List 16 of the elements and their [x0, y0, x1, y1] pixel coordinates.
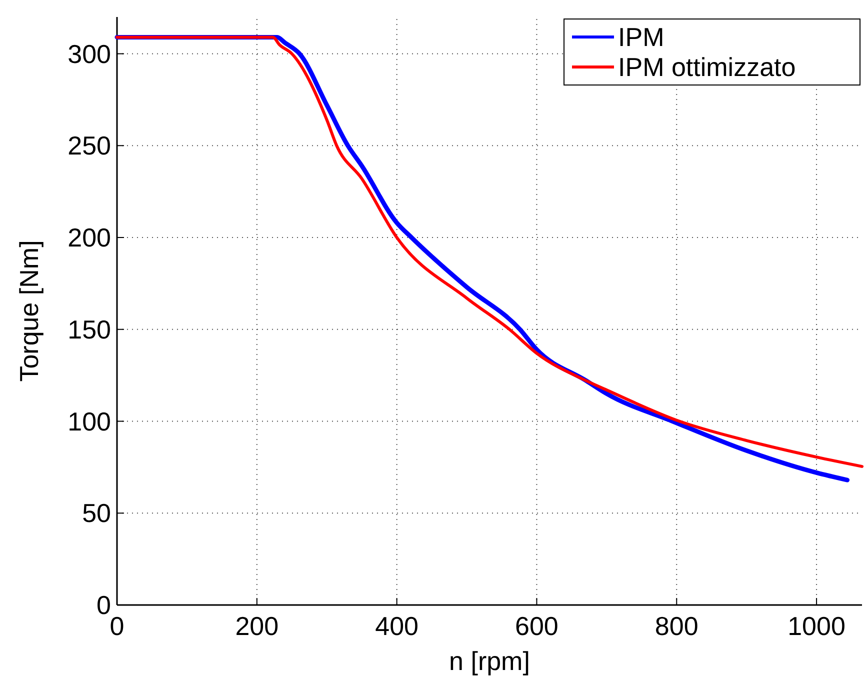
y-tick-label: 100 [68, 406, 111, 436]
y-tick-label: 250 [68, 130, 111, 161]
y-tick-label: 0 [96, 590, 111, 620]
legend-label: IPM [618, 22, 664, 52]
x-tick-label: 1000 [788, 611, 846, 641]
x-axis-title: n [rpm] [449, 646, 530, 676]
y-tick-label: 300 [68, 38, 111, 69]
y-tick-label: 200 [68, 222, 111, 252]
y-tick-label: 150 [68, 314, 111, 344]
x-tick-label: 600 [515, 611, 558, 641]
y-tick-label: 50 [82, 498, 111, 528]
legend-label: IPM ottimizzato [618, 52, 796, 82]
x-tick-label: 400 [375, 611, 419, 641]
x-tick-label: 800 [654, 611, 698, 641]
x-tick-label: 200 [235, 611, 279, 641]
y-axis-title: Torque [Nm] [14, 240, 44, 382]
